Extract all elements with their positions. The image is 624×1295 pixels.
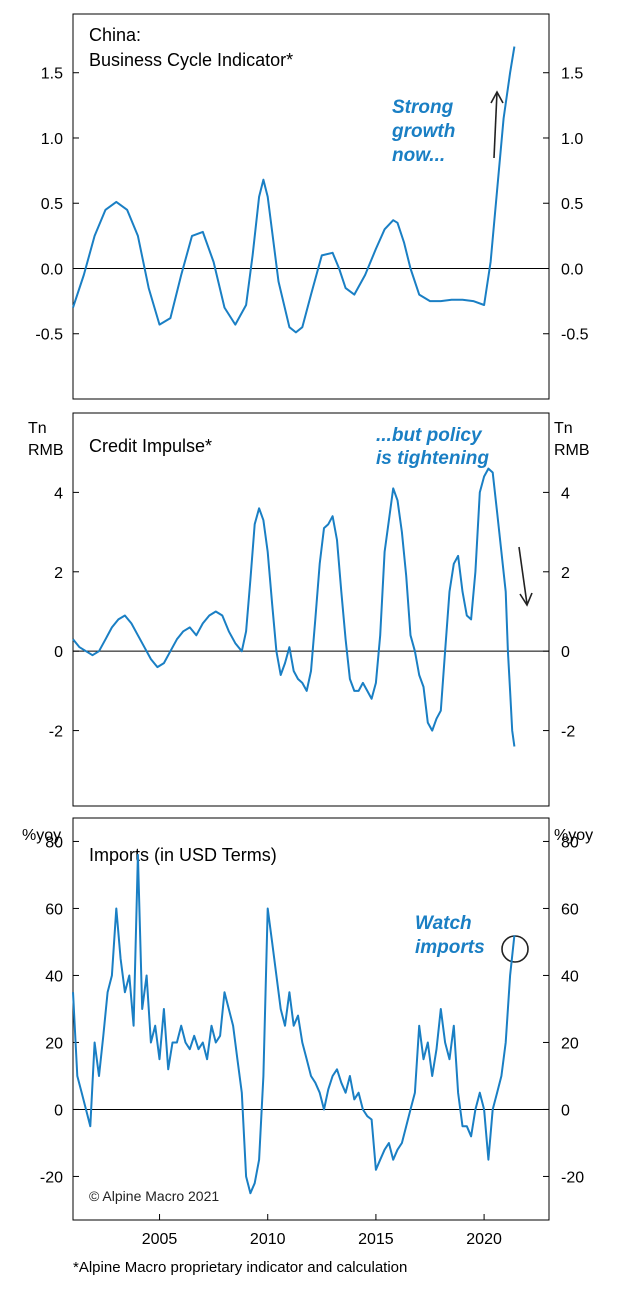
panel2-title: Credit Impulse* [89, 436, 212, 456]
panel3-annotation-line2: imports [415, 937, 485, 958]
panel1-title: China: [89, 25, 141, 45]
panel3-ytick-label-left: -20 [40, 1169, 63, 1186]
panel3-ytick-label-left: 0 [54, 1102, 63, 1119]
panel2-unit-right-line1: Tn [554, 420, 573, 437]
panel2-ytick-label-left: 0 [54, 644, 63, 661]
xtick-label: 2005 [142, 1231, 178, 1248]
panel1-ytick-label-right: -0.5 [561, 327, 589, 344]
panel2-ytick-label-right: -2 [561, 724, 575, 741]
panel1-up-arrow-icon [490, 90, 504, 159]
panel2-unit-right-line2: RMB [554, 442, 590, 459]
panel2-ytick-label-left: 4 [54, 485, 63, 502]
panel1-ytick-label-right: 1.0 [561, 131, 583, 148]
panel3-highlight-circle-icon [501, 935, 529, 963]
panel1-ytick-label-right: 0.5 [561, 196, 583, 213]
panel3-ytick-label-right: 20 [561, 1035, 579, 1052]
panel1-ytick-label-left: 0.0 [41, 261, 63, 278]
footnote: *Alpine Macro proprietary indicator and … [73, 1259, 407, 1276]
panel3-ytick-label-right: 80 [561, 834, 579, 851]
panel3-ytick-label-left: 60 [45, 901, 63, 918]
panel1-annotation-line1: Strong [392, 97, 454, 118]
panel3-title: Imports (in USD Terms) [89, 845, 277, 865]
panel2-annotation-line1: ...but policy [376, 425, 483, 446]
panel1-ytick-label-left: 0.5 [41, 196, 63, 213]
panel2-ytick-label-right: 0 [561, 644, 570, 661]
xtick-label: 2015 [358, 1231, 394, 1248]
panel1-annotation-line3: now... [392, 145, 445, 166]
panel1-frame [72, 13, 550, 400]
panel1-annotation-line2: growth [391, 121, 455, 142]
panel1-ytick-label-right: 0.0 [561, 261, 583, 278]
panel3-ytick-label-right: 40 [561, 968, 579, 985]
panel3-ytick-label-left: 40 [45, 968, 63, 985]
panel2-ytick-label-left: 2 [54, 565, 63, 582]
panel1-ytick-label-right: 1.5 [561, 66, 583, 83]
panel1-ytick-label-left: -0.5 [35, 327, 63, 344]
panel2-ytick-label-right: 4 [561, 485, 570, 502]
xtick-label: 2020 [466, 1231, 502, 1248]
panel3-frame [72, 817, 550, 1221]
panel1-subtitle: Business Cycle Indicator* [89, 50, 293, 70]
panel1-ytick-label-left: 1.5 [41, 66, 63, 83]
panel3-ytick-label-right: -20 [561, 1169, 584, 1186]
panel3-ytick-label-right: 0 [561, 1102, 570, 1119]
panel3-unit-left: %yoy [22, 827, 61, 844]
panel2-annotation-line2: is tightening [376, 448, 489, 469]
panel2-ytick-label-left: -2 [49, 724, 63, 741]
panel2-down-arrow-icon [518, 546, 533, 607]
panel2-ytick-label-right: 2 [561, 565, 570, 582]
panel1-series-line [72, 46, 516, 334]
xtick-label: 2010 [250, 1231, 286, 1248]
panel3-ytick-label-right: 60 [561, 901, 579, 918]
panel2-series-line [72, 467, 516, 747]
panel3-ytick-label-left: 80 [45, 834, 63, 851]
panel1-ytick-label-left: 1.0 [41, 131, 63, 148]
panel2-frame [72, 412, 550, 807]
copyright: © Alpine Macro 2021 [89, 1188, 219, 1204]
panel3-series-line [72, 853, 516, 1195]
panel3-ytick-label-left: 20 [45, 1035, 63, 1052]
panel3-unit-right: %yoy [554, 827, 593, 844]
panel2-unit-left-line2: RMB [28, 442, 64, 459]
panel2-unit-left-line1: Tn [28, 420, 47, 437]
panel3-annotation-line1: Watch [415, 913, 472, 934]
